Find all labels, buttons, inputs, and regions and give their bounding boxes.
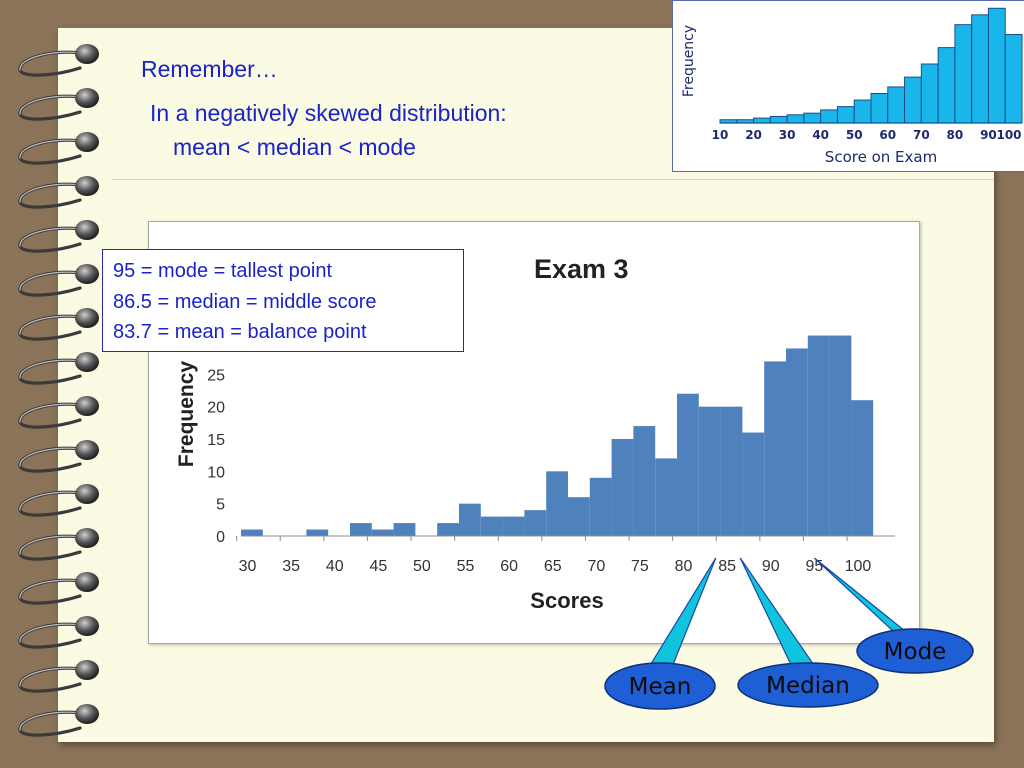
x-tick-label: 80 [675,558,693,575]
histogram-bar [764,361,786,536]
histogram-bar [524,510,547,536]
spiral-ring [75,440,99,460]
x-tick-label: 90 [762,558,780,575]
mini-histogram-frame: 10 20 30 40 50 60 70 80 90 100 Score on Exam Freque… [672,0,1024,172]
mini-x-tick-label: 90 [980,128,997,142]
spiral-ring [75,660,99,680]
mini-x-tick-label: 100 [996,128,1021,142]
x-tick-label: 85 [718,558,736,575]
mini-x-tick-label: 80 [947,128,964,142]
spiral-ring [75,484,99,504]
spiral-ring [75,88,99,108]
histogram-bar [633,426,656,536]
x-tick-label: 55 [457,558,475,575]
y-axis-label: Frequency [175,361,198,468]
x-tick-label: 50 [413,558,431,575]
mini-x-tick-label: 50 [846,128,863,142]
spiral-ring [75,308,99,328]
mean-callout-label: Mean [629,674,692,700]
histogram-bar [459,503,481,536]
mini-x-tick-label: 70 [913,128,930,142]
median-info-line: 86.5 = median = middle score [113,290,377,313]
x-axis-label: Scores [530,588,603,613]
histogram-bar [829,335,852,536]
mini-x-tick-label: 30 [779,128,796,142]
histogram-bar [851,400,874,536]
spiral-ring [75,176,99,196]
histogram-bar [546,471,568,536]
spiral-ring [75,264,99,284]
mode-callout-label: Mode [884,639,947,665]
y-tick-label: 20 [207,400,225,417]
histogram-bar [437,523,459,536]
chart-title: Exam 3 [534,254,629,284]
x-tick-label: 45 [369,558,387,575]
spiral-ring [75,616,99,636]
y-tick-label: 5 [216,497,225,514]
histogram-bar [655,458,677,536]
x-tick-label: 35 [282,558,300,575]
spiral-ring [75,132,99,152]
x-tick-label: 70 [587,558,605,575]
mini-y-axis-label: Frequency [681,25,697,97]
mean-info-line: 83.7 = mean = balance point [113,321,367,343]
median-callout-pointer [739,557,820,672]
histogram-bar [393,523,416,536]
mini-x-tick-label: 20 [745,128,762,142]
spiral-ring [75,704,99,724]
histogram-bar [502,516,525,536]
histogram-bar [306,529,329,536]
histogram-bar [720,406,743,536]
mode-info-line: 95 = mode = tallest point [113,260,333,282]
slide-title: Remember… [141,56,278,82]
median-callout-bubble [737,662,879,708]
histogram-bar [786,348,808,536]
mini-x-tick-label: 10 [712,128,729,142]
x-tick-label: 60 [500,558,518,575]
mini-x-axis-label: Score on Exam [825,148,937,166]
spiral-ring [75,220,99,240]
x-tick-label: 100 [845,558,872,575]
skew-statement-line2: mean < median < mode [173,134,416,160]
paper-divider-line [112,179,994,180]
histogram-bar [698,406,721,536]
y-tick-label: 0 [216,529,225,546]
mini-x-tick-label: 60 [879,128,896,142]
histogram-bar [350,523,372,536]
histogram-bar [807,335,830,536]
spiral-ring [75,44,99,64]
mode-callout-pointer [813,557,907,632]
mode-callout-bubble [856,628,974,674]
mean-callout-pointer [644,557,717,673]
histogram-bar [611,439,634,536]
histogram-bar [480,516,503,536]
histogram-bar [677,393,699,536]
spiral-ring [75,352,99,372]
skew-statement-line1: In a negatively skewed distribution: [150,100,507,126]
exam3-histogram: Exam 330 35 40 45 50 55 60 65 70 75 80 85 90 95 100051… [175,254,895,613]
spiral-ring [75,396,99,416]
x-tick-label: 40 [326,558,344,575]
median-callout-label: Median [766,673,850,699]
statistics-info-box: 95 = mode = tallest point 86.5 = median … [102,249,464,352]
histogram-bar [742,432,765,536]
histogram-bar [371,529,394,536]
mini-x-tick-label: 40 [812,128,829,142]
y-tick-label: 25 [207,367,225,384]
spiral-ring [75,572,99,592]
y-tick-label: 15 [207,432,225,449]
histogram-bar [589,477,612,536]
x-tick-label: 65 [544,558,562,575]
mean-callout-bubble [604,662,716,710]
histogram-bar [241,529,263,536]
y-tick-label: 10 [207,464,225,481]
histogram-bar [568,497,590,536]
mini-histogram: 10 20 30 40 50 60 70 80 90 100 Score on Exam Freque… [681,7,1023,166]
spiral-ring [75,528,99,548]
x-tick-label: 75 [631,558,649,575]
x-tick-label: 30 [239,558,257,575]
